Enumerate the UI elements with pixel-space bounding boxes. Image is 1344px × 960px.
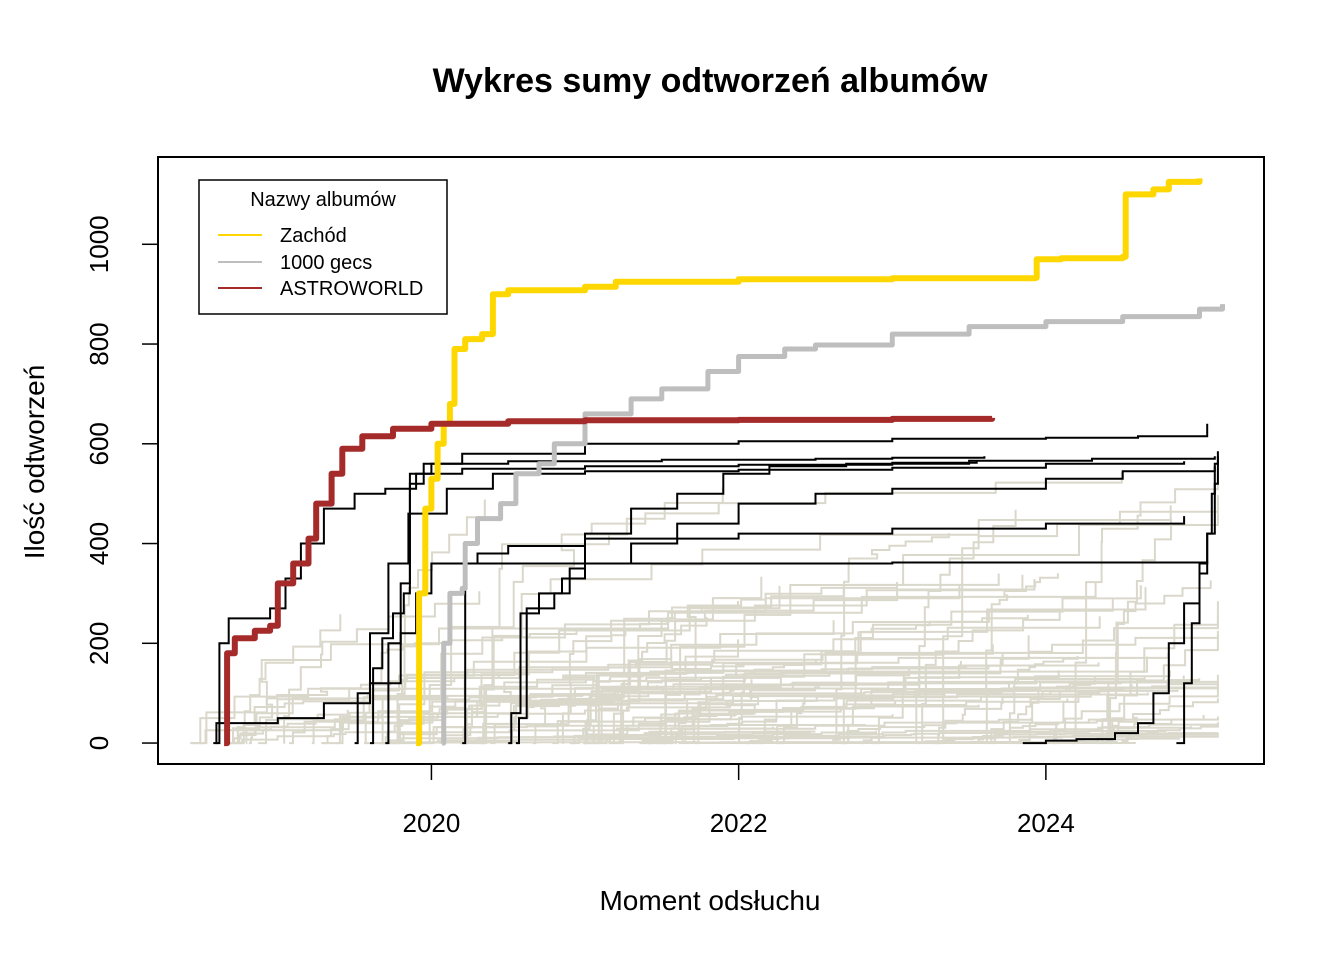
background-series-line <box>258 656 673 745</box>
background-series-line <box>395 679 753 745</box>
background-series-line <box>1008 656 1079 745</box>
background-series-line <box>583 573 1000 745</box>
series-line-astroworld <box>224 415 996 747</box>
background-series-line <box>1121 724 1219 745</box>
x-axis-label: Moment odsłuchu <box>599 885 820 916</box>
series-line-1000-gecs <box>441 304 1225 746</box>
background-series-line <box>283 591 481 745</box>
background-series-line <box>662 495 1219 745</box>
x-tick-label: 2020 <box>403 808 461 838</box>
background-series-line <box>758 726 1193 745</box>
background-series-line <box>914 509 1017 745</box>
background-series-group <box>190 472 1219 745</box>
background-series-line <box>842 614 1029 745</box>
background-series-line <box>695 676 1146 745</box>
other-series-line <box>354 461 1186 745</box>
legend-label-1000-gecs: 1000 gecs <box>280 252 372 274</box>
background-series-line <box>613 599 1114 745</box>
background-series-line <box>233 709 349 745</box>
background-series-line <box>482 487 724 745</box>
background-series-line <box>602 730 816 745</box>
background-series-line <box>1072 476 1219 745</box>
background-series-line <box>929 499 1219 745</box>
chart-title: Wykres sumy odtworzeń albumów <box>433 62 988 100</box>
y-tick-label: 1000 <box>84 215 114 273</box>
background-series-line <box>584 663 745 745</box>
y-tick-label: 600 <box>84 422 114 465</box>
y-axis: 0 200 400 600 800 1000 <box>84 215 159 750</box>
background-series-line <box>236 614 342 745</box>
y-tick-label: 200 <box>84 622 114 665</box>
background-series-line <box>745 692 1149 745</box>
background-series-line <box>396 499 486 745</box>
background-series-line <box>569 698 1069 745</box>
other-series-line <box>385 456 986 745</box>
background-series-line <box>916 609 1061 745</box>
background-series-line <box>834 533 950 745</box>
other-series-group <box>213 423 1219 745</box>
background-series-line <box>441 714 894 745</box>
background-series-line <box>1100 601 1219 745</box>
other-series-line <box>515 456 1216 745</box>
background-series-line <box>664 582 898 745</box>
legend: Nazwy albumów Zachód 1000 gecs ASTROWORL… <box>198 179 448 315</box>
other-series-line <box>462 561 1209 745</box>
background-series-line <box>198 581 1097 745</box>
background-series-line <box>977 732 1219 745</box>
background-series-line <box>1109 518 1172 745</box>
legend-box <box>198 179 448 315</box>
background-series-line <box>841 615 1219 745</box>
background-series-line <box>1111 635 1219 745</box>
legend-title: Nazwy albumów <box>250 189 396 211</box>
y-tick-label: 800 <box>84 322 114 365</box>
other-series-line <box>216 461 978 745</box>
background-series-line <box>472 505 1172 745</box>
highlighted-series-group <box>224 178 1225 747</box>
x-tick-label: 2024 <box>1017 808 1075 838</box>
background-series-line <box>1053 682 1219 745</box>
background-series-line <box>670 712 753 745</box>
background-series-line <box>1107 580 1212 745</box>
legend-label-zachod: Zachód <box>280 225 347 247</box>
other-series-line <box>213 516 1186 745</box>
background-series-line <box>289 644 994 745</box>
background-series-line <box>226 726 774 745</box>
background-series-line <box>642 587 1147 745</box>
background-series-line <box>585 671 886 745</box>
x-tick-label: 2022 <box>710 808 768 838</box>
background-series-line <box>245 674 500 745</box>
series-line-zach-d <box>416 178 1203 747</box>
background-series-line <box>775 688 944 745</box>
x-axis: 2020 2022 2024 <box>403 763 1075 838</box>
y-tick-label: 400 <box>84 522 114 565</box>
legend-label-astroworld: ASTROWORLD <box>280 278 423 300</box>
background-series-line <box>231 695 537 745</box>
other-series-line <box>1176 456 1219 745</box>
y-axis-label: Ilość odtworzeń <box>19 365 50 560</box>
background-series-line <box>861 730 1167 745</box>
y-tick-label: 0 <box>84 736 114 750</box>
